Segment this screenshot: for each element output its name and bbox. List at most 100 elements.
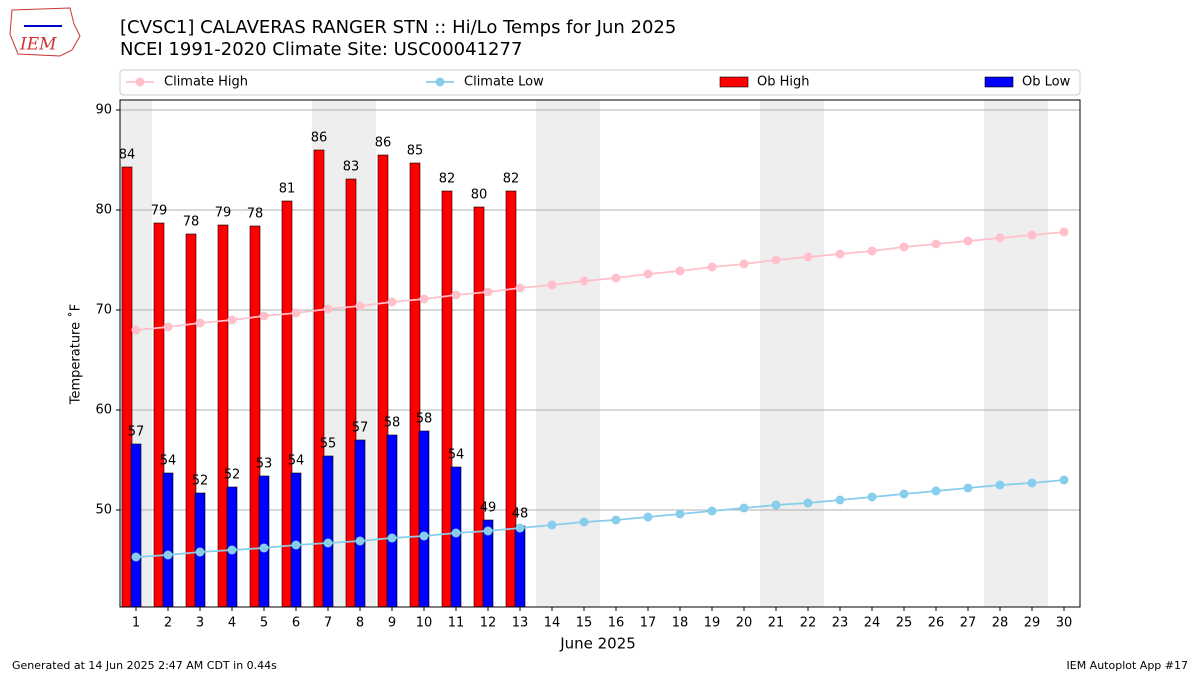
line-marker xyxy=(451,290,461,300)
line-marker xyxy=(515,283,525,293)
x-tick-label: 13 xyxy=(512,616,529,631)
line-marker xyxy=(675,266,685,276)
line-marker xyxy=(899,242,909,252)
bar xyxy=(258,475,270,608)
x-tick-label: 2 xyxy=(164,616,172,631)
line-marker xyxy=(835,495,845,505)
data-label: 79 xyxy=(151,204,168,219)
line-marker xyxy=(739,503,749,513)
line-marker xyxy=(547,520,557,530)
data-label: 85 xyxy=(407,144,424,159)
line xyxy=(135,479,1065,558)
bar xyxy=(441,190,453,608)
line-marker xyxy=(1027,230,1037,240)
line-marker xyxy=(771,255,781,265)
legend-label: Climate Low xyxy=(464,75,544,90)
data-label: 57 xyxy=(128,425,145,440)
x-tick-label: 23 xyxy=(832,616,849,631)
plot-frame xyxy=(119,99,1081,608)
x-tick-label: 12 xyxy=(480,616,497,631)
chart-subtitle: NCEI 1991-2020 Climate Site: USC00041277 xyxy=(120,39,522,60)
line-marker xyxy=(387,533,397,543)
line-marker xyxy=(227,315,237,325)
bar xyxy=(249,225,261,608)
bar xyxy=(162,472,174,608)
line-marker xyxy=(419,294,429,304)
bar xyxy=(121,166,133,608)
x-tick-label: 21 xyxy=(768,616,785,631)
bar xyxy=(153,222,165,608)
x-tick-label: 9 xyxy=(388,616,396,631)
legend-marker xyxy=(135,77,145,87)
legend-label: Climate High xyxy=(164,75,248,90)
line-marker xyxy=(291,540,301,550)
line-marker xyxy=(707,506,717,516)
x-tick-label: 29 xyxy=(1024,616,1041,631)
data-label: 82 xyxy=(439,172,456,187)
x-tick-label: 20 xyxy=(736,616,753,631)
logo-text: IEM xyxy=(19,35,57,55)
line-marker xyxy=(995,233,1005,243)
bar xyxy=(345,178,357,608)
bar xyxy=(354,439,366,608)
data-label: 49 xyxy=(480,501,497,516)
x-tick-label: 14 xyxy=(544,616,561,631)
data-label: 83 xyxy=(343,160,360,175)
data-label: 78 xyxy=(247,207,264,222)
legend-marker xyxy=(435,77,445,87)
data-label: 52 xyxy=(224,468,241,483)
chart-title: [CVSC1] CALAVERAS RANGER STN :: Hi/Lo Te… xyxy=(120,17,676,38)
data-label: 54 xyxy=(160,454,177,469)
line-marker xyxy=(483,287,493,297)
logo-outline xyxy=(9,7,81,57)
line-marker xyxy=(195,318,205,328)
line-marker xyxy=(931,486,941,496)
x-tick-label: 4 xyxy=(228,616,236,631)
data-label: 54 xyxy=(288,454,305,469)
line-marker xyxy=(515,523,525,533)
x-tick-label: 6 xyxy=(292,616,300,631)
bar xyxy=(322,455,334,608)
line-marker xyxy=(163,550,173,560)
line-marker xyxy=(355,536,365,546)
x-tick-label: 17 xyxy=(640,616,657,631)
line-marker xyxy=(963,483,973,493)
x-axis-label: June 2025 xyxy=(559,635,636,653)
x-tick-label: 5 xyxy=(260,616,268,631)
line-marker xyxy=(803,498,813,508)
weekend-shade xyxy=(1016,100,1048,607)
line-marker xyxy=(195,547,205,557)
line-marker xyxy=(547,280,557,290)
footer-right: IEM Autoplot App #17 xyxy=(1067,659,1189,672)
y-tick-label: 70 xyxy=(95,303,112,318)
x-tick-label: 26 xyxy=(928,616,945,631)
line-marker xyxy=(611,515,621,525)
line-marker xyxy=(163,322,173,332)
line-marker xyxy=(931,239,941,249)
data-label: 55 xyxy=(320,437,337,452)
data-label: 80 xyxy=(471,188,488,203)
x-tick-label: 27 xyxy=(960,616,977,631)
data-label: 79 xyxy=(215,206,232,221)
line-marker xyxy=(739,259,749,269)
line-marker xyxy=(259,311,269,321)
line-marker xyxy=(291,308,301,318)
bar xyxy=(409,162,421,608)
legend-label: Ob High xyxy=(757,75,810,90)
line-marker xyxy=(451,528,461,538)
data-label: 58 xyxy=(416,412,433,427)
line xyxy=(135,231,1065,331)
bar xyxy=(514,525,526,608)
x-tick-label: 16 xyxy=(608,616,625,631)
line-marker xyxy=(483,526,493,536)
x-tick-label: 10 xyxy=(416,616,433,631)
line-marker xyxy=(259,543,269,553)
y-tick-label: 80 xyxy=(95,203,112,218)
line-marker xyxy=(771,500,781,510)
x-tick-label: 22 xyxy=(800,616,817,631)
line-marker xyxy=(643,512,653,522)
line-marker xyxy=(1059,227,1069,237)
data-label: 84 xyxy=(119,148,136,163)
x-tick-label: 28 xyxy=(992,616,1009,631)
x-tick-label: 24 xyxy=(864,616,881,631)
